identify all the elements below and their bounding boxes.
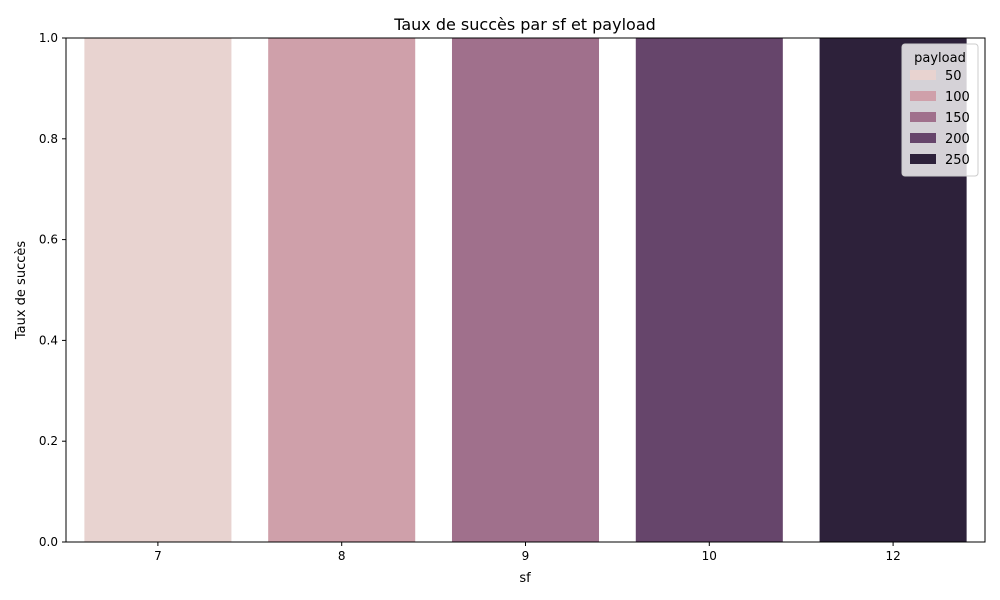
bars-group: [84, 38, 967, 542]
bar-sf-10-payload-200: [635, 38, 783, 542]
legend-swatch-250: [910, 154, 936, 164]
bar-sf-9-payload-150: [451, 38, 600, 542]
y-ticks: 0.0 0.2 0.4 0.6 0.8 1.0: [39, 31, 66, 549]
legend: payload 50 100 150 200 250: [901, 43, 979, 177]
x-tick-label: 9: [522, 549, 530, 563]
y-tick-label: 0.0: [39, 535, 58, 549]
legend-label-150: 150: [945, 111, 970, 126]
x-axis-label: sf: [519, 571, 531, 586]
legend-title: payload: [914, 51, 966, 66]
x-tick-label: 8: [338, 549, 346, 563]
y-axis-label: Taux de succès: [14, 241, 29, 341]
y-tick-label: 0.2: [39, 434, 58, 448]
legend-label-200: 200: [945, 132, 970, 147]
y-tick-label: 0.6: [39, 233, 58, 247]
x-tick-label: 10: [702, 549, 717, 563]
x-ticks: 7 8 9 10 12: [154, 542, 901, 563]
x-tick-label: 7: [154, 549, 162, 563]
y-tick-label: 0.4: [39, 333, 58, 347]
y-tick-label: 1.0: [39, 31, 58, 45]
legend-label-250: 250: [945, 153, 970, 168]
legend-label-50: 50: [945, 69, 962, 84]
legend-label-100: 100: [945, 90, 970, 105]
legend-swatch-150: [910, 112, 936, 122]
chart-title: Taux de succès par sf et payload: [393, 15, 656, 34]
legend-swatch-100: [910, 91, 936, 101]
y-tick-label: 0.8: [39, 132, 58, 146]
bar-sf-7-payload-50: [84, 38, 232, 542]
x-tick-label: 12: [885, 549, 900, 563]
bar-sf-8-payload-100: [268, 38, 416, 542]
legend-swatch-50: [910, 70, 936, 80]
legend-swatch-200: [910, 133, 936, 143]
